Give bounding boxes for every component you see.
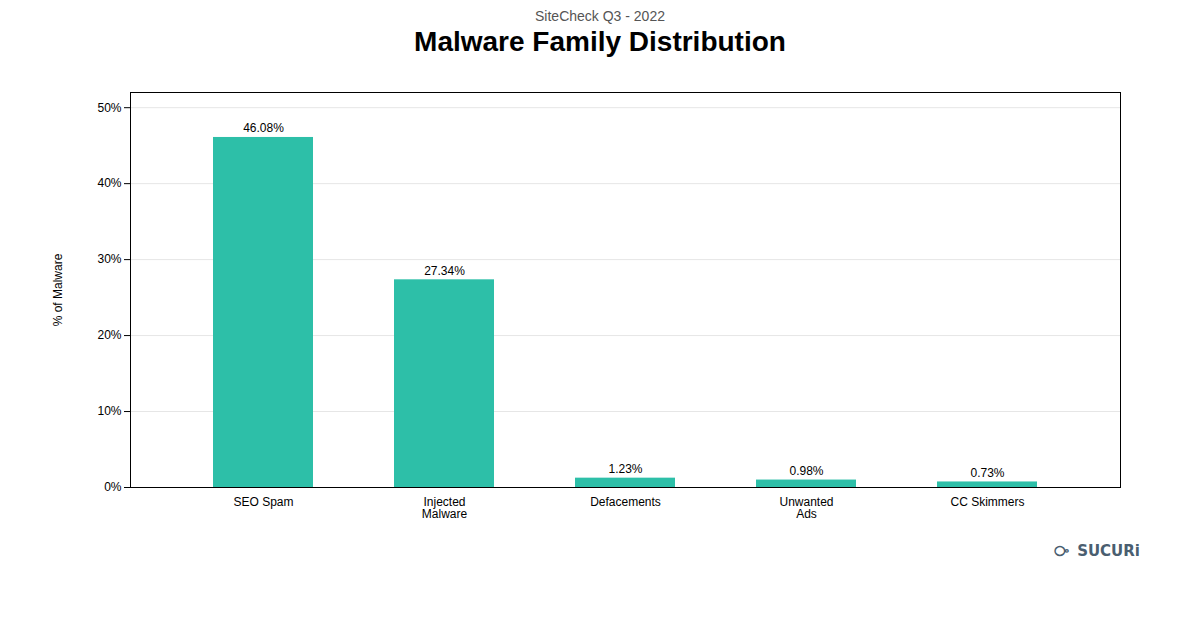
svg-text:27.34%: 27.34%: [424, 264, 465, 278]
svg-text:46.08%: 46.08%: [243, 121, 284, 135]
svg-text:0.98%: 0.98%: [789, 464, 823, 478]
svg-text:UnwantedAds: UnwantedAds: [779, 495, 833, 521]
html-text:SiteCheck Q3 - 2022: SiteCheck Q3 - 2022: [535, 8, 665, 24]
svg-text:0.73%: 0.73%: [970, 466, 1004, 480]
svg-text:InjectedMalware: InjectedMalware: [422, 495, 468, 521]
svg-text:30%: 30%: [97, 252, 121, 266]
svg-text:CC Skimmers: CC Skimmers: [951, 495, 1025, 509]
svg-text:50%: 50%: [97, 101, 121, 115]
svg-text:40%: 40%: [97, 176, 121, 190]
svg-text:SEO Spam: SEO Spam: [233, 495, 293, 509]
html-text:Malware Family Distribution: Malware Family Distribution: [414, 26, 786, 57]
svg-text:0%: 0%: [104, 480, 122, 494]
html-text:SUCURi: SUCURi: [1077, 542, 1140, 560]
svg-text:% of Malware: % of Malware: [51, 253, 65, 326]
svg-text:10%: 10%: [97, 404, 121, 418]
svg-text:20%: 20%: [97, 328, 121, 342]
svg-text:Defacements: Defacements: [590, 495, 661, 509]
svg-text:1.23%: 1.23%: [608, 462, 642, 476]
